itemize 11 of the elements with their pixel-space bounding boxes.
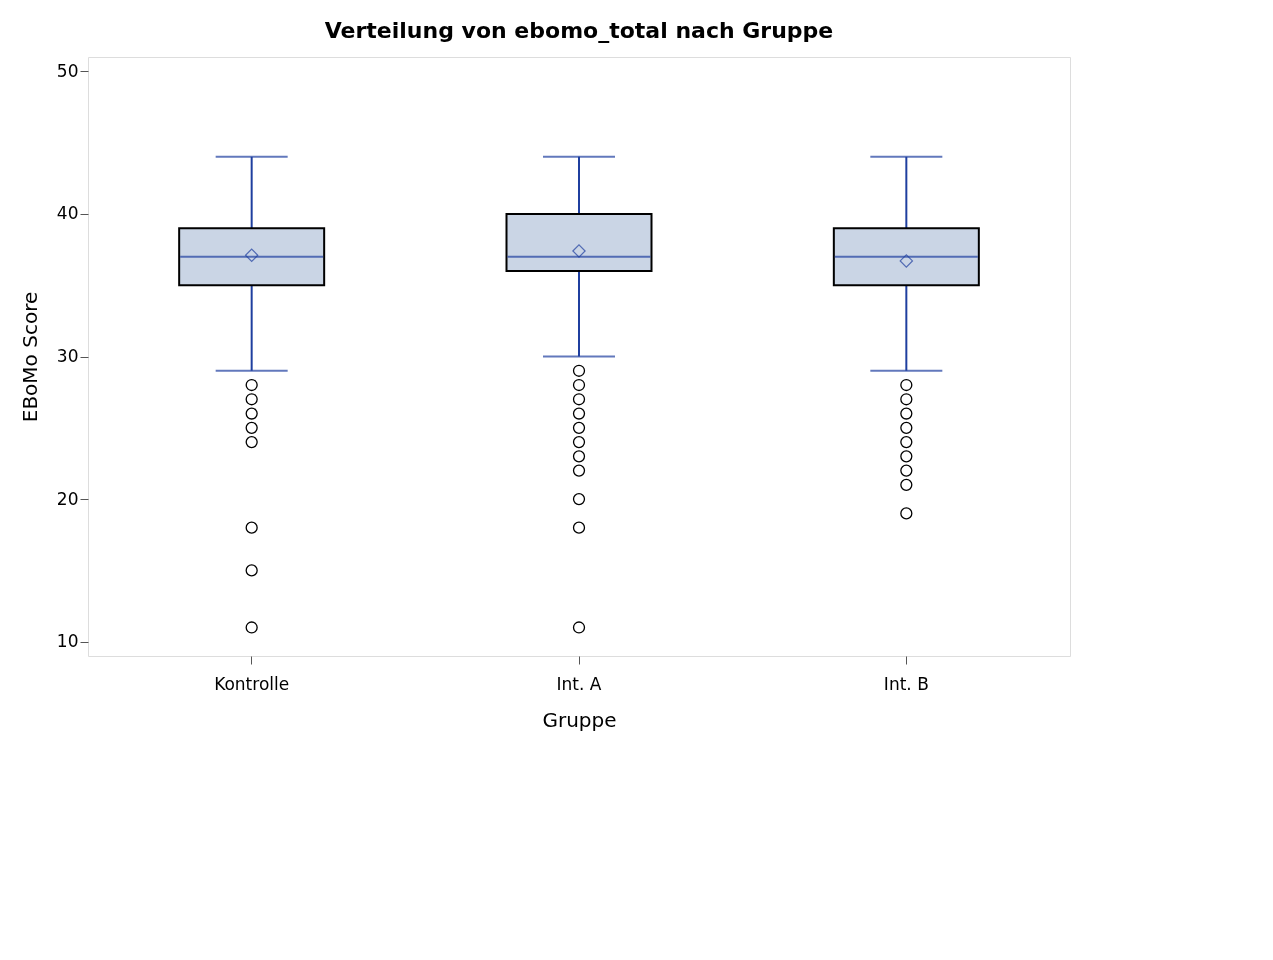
y-tick-label: 30: [56, 346, 79, 366]
x-tick-label: Int. B: [883, 673, 929, 694]
x-tick-label: Int. A: [556, 673, 602, 694]
y-tick-label: 40: [56, 203, 79, 224]
y-tick-label: 50: [56, 60, 79, 81]
x-tick-label: Kontrolle: [214, 673, 290, 694]
y-tick-label: 20: [56, 488, 79, 509]
y-axis-title: EBoMo Score: [17, 291, 42, 423]
x-axis-title: Gruppe: [542, 707, 617, 732]
chart-title: Verteilung von ebomo_total nach Gruppe: [324, 18, 834, 43]
y-tick-label: 10: [56, 631, 79, 652]
